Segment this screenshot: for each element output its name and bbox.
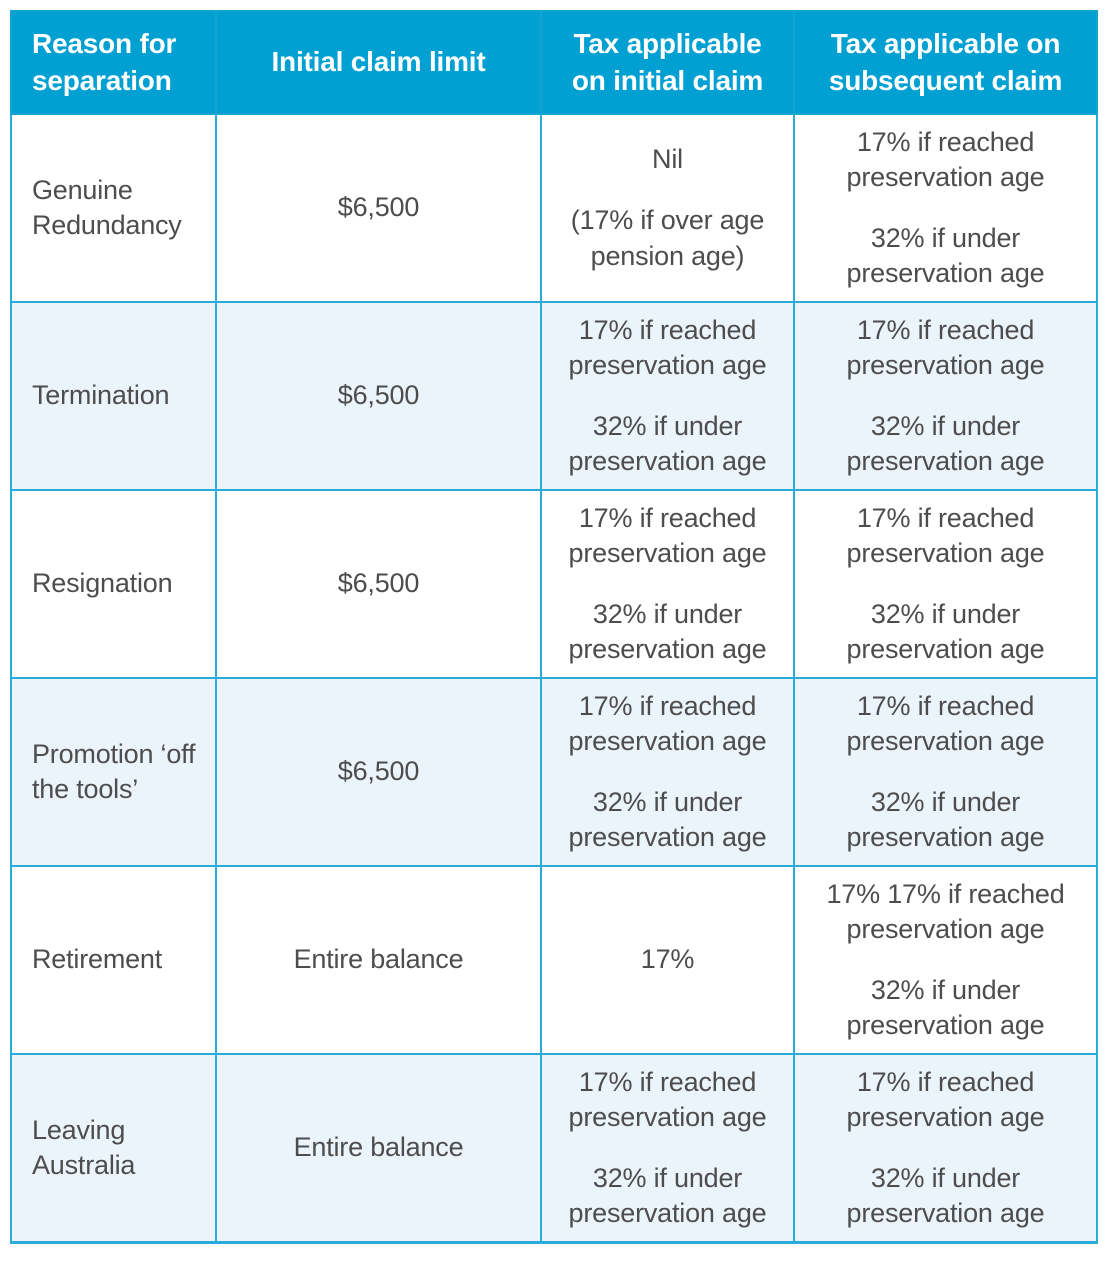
- tax-line: 17% 17% if reached preservation age: [826, 878, 1065, 944]
- tax-line: 32% if under preservation age: [568, 787, 767, 853]
- cell-initial-tax: 17% if reached preservation age 32% if u…: [540, 1053, 795, 1244]
- tax-line: 17% if reached preservation age: [568, 502, 767, 568]
- cell-claim-limit: $6,500: [215, 489, 542, 679]
- cell-reason: Genuine Redundancy: [10, 113, 217, 303]
- cell-initial-tax: 17%: [540, 865, 795, 1055]
- tax-line: 32% if under preservation age: [568, 599, 767, 665]
- tax-line: 32% if under preservation age: [846, 223, 1045, 289]
- tax-line: 32% if under preservation age: [846, 787, 1045, 853]
- tax-line: 17% if reached preservation age: [568, 314, 767, 380]
- tax-line: 32% if under preservation age: [568, 1163, 767, 1229]
- cell-subsequent-tax: 17% 17% if reached preservation age 32% …: [793, 865, 1098, 1055]
- column-header-reason: Reason for separation: [10, 10, 217, 115]
- cell-initial-tax: 17% if reached preservation age 32% if u…: [540, 301, 795, 491]
- cell-subsequent-tax: 17% if reached preservation age 32% if u…: [793, 301, 1098, 491]
- tax-line: 32% if under preservation age: [846, 1163, 1045, 1229]
- tax-line: (17% if over age pension age): [570, 205, 765, 271]
- tax-line: 17% if reached preservation age: [846, 314, 1045, 380]
- tax-line: 17% if reached preservation age: [846, 1066, 1045, 1132]
- table-row-promotion-off-the-tools: Promotion ‘off the tools’ $6,500 17% if …: [10, 677, 1098, 867]
- tax-line: 17% if reached preservation age: [846, 502, 1045, 568]
- column-header-subsequent-tax: Tax applicable on subsequent claim: [793, 10, 1098, 115]
- cell-reason: Leaving Australia: [10, 1053, 217, 1244]
- cell-claim-limit: $6,500: [215, 301, 542, 491]
- cell-initial-tax: 17% if reached preservation age 32% if u…: [540, 677, 795, 867]
- separation-claims-table: Reason for separation Initial claim limi…: [10, 10, 1098, 1244]
- cell-claim-limit: $6,500: [215, 677, 542, 867]
- cell-reason: Retirement: [10, 865, 217, 1055]
- cell-claim-limit: $6,500: [215, 113, 542, 303]
- tax-line: 17%: [640, 944, 695, 975]
- table-row-resignation: Resignation $6,500 17% if reached preser…: [10, 489, 1098, 679]
- tax-line: 17% if reached preservation age: [846, 690, 1045, 756]
- header-row: Reason for separation Initial claim limi…: [10, 10, 1098, 115]
- table-row-retirement: Retirement Entire balance 17% 17% 17% if…: [10, 865, 1098, 1055]
- cell-reason: Termination: [10, 301, 217, 491]
- cell-subsequent-tax: 17% if reached preservation age 32% if u…: [793, 489, 1098, 679]
- table-row-leaving-australia: Leaving Australia Entire balance 17% if …: [10, 1053, 1098, 1244]
- tax-line: 32% if under preservation age: [846, 975, 1045, 1041]
- tax-line: 17% if reached preservation age: [846, 126, 1045, 192]
- tax-line: 32% if under preservation age: [568, 411, 767, 477]
- cell-initial-tax: 17% if reached preservation age 32% if u…: [540, 489, 795, 679]
- tax-line: 32% if under preservation age: [846, 599, 1045, 665]
- tax-line: 32% if under preservation age: [846, 411, 1045, 477]
- column-header-initial-limit: Initial claim limit: [215, 10, 542, 115]
- cell-subsequent-tax: 17% if reached preservation age 32% if u…: [793, 677, 1098, 867]
- cell-reason: Resignation: [10, 489, 217, 679]
- cell-subsequent-tax: 17% if reached preservation age 32% if u…: [793, 1053, 1098, 1244]
- cell-subsequent-tax: 17% if reached preservation age 32% if u…: [793, 113, 1098, 303]
- cell-claim-limit: Entire balance: [215, 1053, 542, 1244]
- column-header-initial-tax: Tax applicable on initial claim: [540, 10, 795, 115]
- cell-claim-limit: Entire balance: [215, 865, 542, 1055]
- table-row-termination: Termination $6,500 17% if reached preser…: [10, 301, 1098, 491]
- tax-line: Nil: [652, 144, 683, 175]
- tax-line: 17% if reached preservation age: [568, 1066, 767, 1132]
- table-row-genuine-redundancy: Genuine Redundancy $6,500 Nil (17% if ov…: [10, 113, 1098, 303]
- table-body: Genuine Redundancy $6,500 Nil (17% if ov…: [10, 113, 1098, 1244]
- table-header: Reason for separation Initial claim limi…: [10, 10, 1098, 115]
- cell-reason: Promotion ‘off the tools’: [10, 677, 217, 867]
- cell-initial-tax: Nil (17% if over age pension age): [540, 113, 795, 303]
- tax-line: 17% if reached preservation age: [568, 690, 767, 756]
